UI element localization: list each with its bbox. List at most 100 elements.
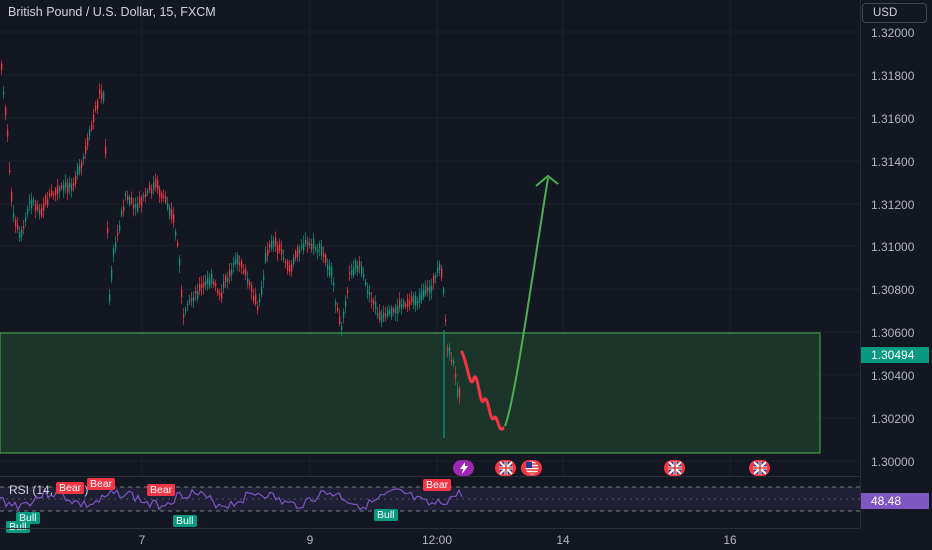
- candle-body: [255, 294, 257, 305]
- event-uk-flag-icon[interactable]: [495, 460, 516, 476]
- candle-body: [107, 228, 109, 233]
- candle-body: [113, 248, 115, 256]
- candle-body: [449, 347, 451, 355]
- event-uk-flag-icon[interactable]: [749, 460, 770, 476]
- candle-body: [37, 205, 39, 211]
- candle-body: [207, 277, 209, 285]
- candle-body: [199, 283, 201, 292]
- candle-body: [213, 281, 215, 285]
- candle-body: [373, 300, 375, 305]
- candle-body: [119, 225, 121, 231]
- candle-body: [391, 307, 393, 318]
- candle-body: [159, 188, 161, 197]
- candle-body: [407, 298, 409, 307]
- candle-body: [11, 191, 13, 202]
- candle-body: [413, 295, 415, 305]
- candle-body: [223, 281, 225, 289]
- candle-body: [191, 298, 193, 301]
- time-tick: 16: [723, 533, 737, 547]
- candle-body: [205, 281, 207, 285]
- event-lightning-icon[interactable]: [453, 460, 474, 476]
- bear-signal: Bear: [423, 479, 452, 491]
- price-axis[interactable]: 1.32000 1.31800 1.31600 1.31400 1.31200 …: [860, 0, 932, 528]
- candle-body: [45, 195, 47, 205]
- candle-body: [219, 292, 221, 296]
- candle-body: [197, 290, 199, 300]
- price-tick: 1.31600: [871, 112, 915, 126]
- candle-body: [41, 207, 43, 216]
- price-chart[interactable]: British Pound / U.S. Dollar, 15, FXCM: [0, 0, 860, 476]
- candle-body: [157, 180, 159, 190]
- bull-signal: Bull: [6, 521, 30, 533]
- candle-body: [165, 196, 167, 203]
- candle-body: [367, 289, 369, 294]
- candle-body: [435, 274, 437, 278]
- candle-body: [95, 105, 97, 111]
- time-tick: 12:00: [421, 533, 453, 547]
- projected-rise-arrow[interactable]: [504, 177, 549, 427]
- candle-body: [423, 289, 425, 298]
- candle-body: [81, 161, 83, 168]
- candle-body: [395, 307, 397, 314]
- candle-body: [9, 169, 11, 173]
- candle-body: [189, 299, 191, 303]
- candle-body: [305, 239, 307, 244]
- candle-body: [87, 136, 89, 146]
- candle-body: [337, 307, 339, 312]
- event-us-flag-icon[interactable]: [521, 460, 542, 476]
- candle-body: [105, 146, 107, 155]
- currency-button[interactable]: USD: [862, 3, 927, 23]
- candle-body: [353, 267, 355, 276]
- candle-body: [343, 311, 345, 318]
- candle-body: [371, 299, 373, 302]
- candle-body: [67, 183, 69, 193]
- candle-body: [137, 203, 139, 212]
- time-axis[interactable]: 7 9 12:00 14 16: [0, 528, 860, 550]
- candle-body: [247, 277, 249, 285]
- candle-body: [389, 309, 391, 314]
- candle-body: [397, 305, 399, 314]
- candle-body: [229, 269, 231, 277]
- candle-body: [279, 243, 281, 251]
- candle-body: [257, 306, 259, 310]
- price-tick: 1.31200: [871, 198, 915, 212]
- candle-body: [29, 200, 31, 204]
- candle-body: [349, 272, 351, 275]
- event-uk-flag-icon[interactable]: [664, 460, 685, 476]
- candle-body: [175, 231, 177, 236]
- candle-body: [133, 204, 135, 209]
- candle-body: [181, 289, 183, 297]
- candle-body: [201, 283, 203, 288]
- candle-body: [281, 249, 283, 255]
- candle-body: [341, 326, 343, 330]
- candle-body: [355, 260, 357, 269]
- candle-body: [215, 283, 217, 287]
- candle-body: [421, 290, 423, 301]
- candle-body: [1, 63, 3, 71]
- candle-body: [295, 251, 297, 259]
- candle-body: [441, 268, 443, 279]
- candle-body: [455, 373, 457, 378]
- candle-body: [139, 197, 141, 204]
- candle-body: [383, 312, 385, 319]
- candle-body: [287, 261, 289, 271]
- candle-body: [327, 263, 329, 270]
- candle-body: [313, 238, 315, 248]
- chart-canvas[interactable]: [0, 0, 860, 476]
- candle-body: [375, 301, 377, 309]
- candle-body: [121, 210, 123, 216]
- candle-body: [297, 247, 299, 257]
- candle-body: [325, 254, 327, 263]
- current-price-label: 1.30494: [861, 347, 929, 363]
- candle-body: [227, 278, 229, 282]
- rsi-pane[interactable]: RSI (14, close) Bear Bear Bear Bear Bull…: [0, 476, 860, 533]
- candle-body: [379, 311, 381, 320]
- candle-body: [169, 207, 171, 217]
- candle-body: [251, 285, 253, 292]
- candle-body: [285, 261, 287, 264]
- projected-drop-path[interactable]: [460, 350, 505, 431]
- time-tick: 9: [306, 533, 314, 547]
- candle-body: [39, 209, 41, 215]
- demand-zone[interactable]: [0, 332, 821, 454]
- candle-body: [179, 258, 181, 266]
